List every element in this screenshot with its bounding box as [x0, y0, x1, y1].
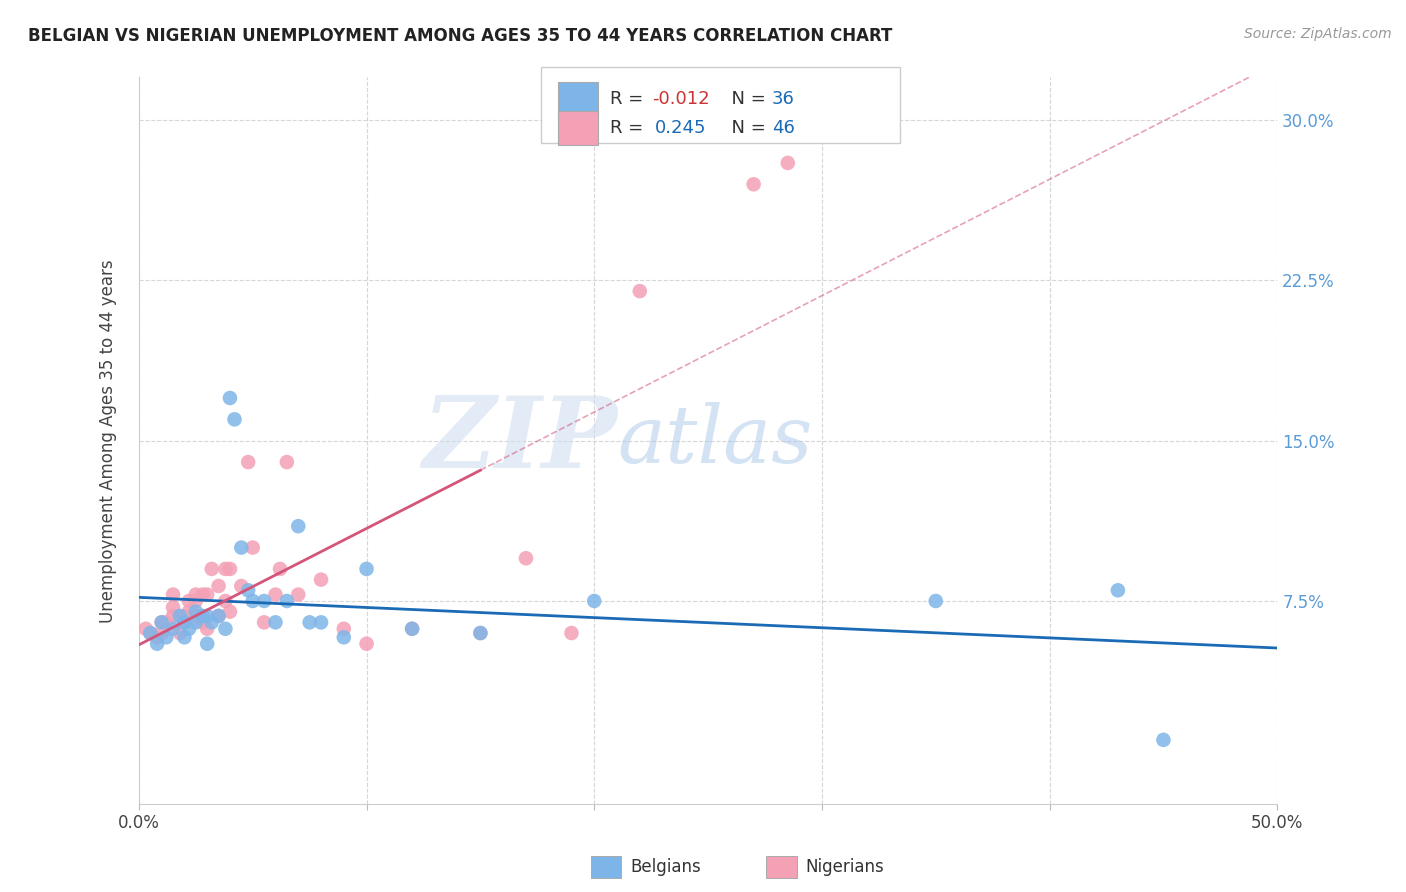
Point [287, 588, 309, 602]
Point [155, 615, 177, 630]
Text: -0.012: -0.012 [652, 90, 710, 108]
Point [231, 541, 253, 555]
Point [470, 626, 492, 640]
Point [214, 594, 236, 608]
Point [560, 626, 582, 640]
Point [583, 594, 606, 608]
Point [298, 615, 321, 630]
Point [195, 609, 218, 624]
Point [309, 615, 332, 630]
Text: R =: R = [610, 90, 650, 108]
Point [150, 626, 173, 640]
Point [401, 622, 423, 636]
Point [150, 615, 173, 630]
Point [214, 622, 236, 636]
Point [356, 562, 378, 576]
Point [135, 622, 157, 636]
Point [356, 637, 378, 651]
Point [264, 615, 287, 630]
Point [309, 573, 332, 587]
Point [219, 562, 242, 576]
Point [155, 630, 177, 644]
Text: ZIP: ZIP [422, 392, 617, 489]
Point [219, 391, 242, 405]
Text: N =: N = [720, 90, 772, 108]
Point [776, 156, 799, 170]
Point [269, 562, 291, 576]
Point [195, 622, 218, 636]
Point [253, 615, 276, 630]
Point [207, 609, 229, 624]
Point [184, 594, 207, 608]
Point [333, 622, 356, 636]
Text: Belgians: Belgians [630, 858, 700, 876]
Point [162, 622, 184, 636]
Text: atlas: atlas [617, 402, 813, 480]
Point [1107, 583, 1129, 598]
Point [177, 594, 200, 608]
Point [173, 630, 195, 644]
Text: 46: 46 [772, 119, 794, 136]
Point [173, 615, 195, 630]
Point [191, 588, 214, 602]
Point [242, 594, 264, 608]
Point [276, 594, 298, 608]
Text: Source: ZipAtlas.com: Source: ZipAtlas.com [1244, 27, 1392, 41]
Point [207, 579, 229, 593]
Point [224, 412, 246, 426]
Point [207, 609, 229, 624]
Point [177, 605, 200, 619]
Point [195, 637, 218, 651]
Point [173, 615, 195, 630]
Point [287, 519, 309, 533]
Point [146, 637, 169, 651]
Point [162, 588, 184, 602]
Point [264, 588, 287, 602]
Point [276, 455, 298, 469]
Point [162, 609, 184, 624]
Point [742, 178, 765, 192]
Point [169, 626, 191, 640]
Point [195, 588, 218, 602]
Text: Nigerians: Nigerians [806, 858, 884, 876]
Point [184, 609, 207, 624]
Text: 0.245: 0.245 [655, 119, 707, 136]
Point [162, 600, 184, 615]
Text: 36: 36 [772, 90, 794, 108]
Point [201, 562, 224, 576]
Point [184, 588, 207, 602]
Point [184, 615, 207, 630]
Point [231, 579, 253, 593]
Text: R =: R = [610, 119, 655, 136]
Point [146, 630, 169, 644]
Point [150, 615, 173, 630]
Point [470, 626, 492, 640]
Point [242, 541, 264, 555]
Point [238, 455, 260, 469]
Point [139, 626, 162, 640]
Point [184, 605, 207, 619]
Point [214, 562, 236, 576]
Point [628, 284, 651, 298]
Point [925, 594, 948, 608]
Point [173, 609, 195, 624]
Point [333, 630, 356, 644]
Text: N =: N = [720, 119, 772, 136]
Point [515, 551, 537, 566]
Point [401, 622, 423, 636]
Point [238, 583, 260, 598]
Y-axis label: Unemployment Among Ages 35 to 44 years: Unemployment Among Ages 35 to 44 years [100, 259, 117, 623]
Text: BELGIAN VS NIGERIAN UNEMPLOYMENT AMONG AGES 35 TO 44 YEARS CORRELATION CHART: BELGIAN VS NIGERIAN UNEMPLOYMENT AMONG A… [28, 27, 893, 45]
Point [191, 609, 214, 624]
Point [139, 626, 162, 640]
Point [191, 615, 214, 630]
Point [1152, 732, 1174, 747]
Point [253, 594, 276, 608]
Point [219, 605, 242, 619]
Point [201, 615, 224, 630]
Point [169, 609, 191, 624]
Point [177, 622, 200, 636]
